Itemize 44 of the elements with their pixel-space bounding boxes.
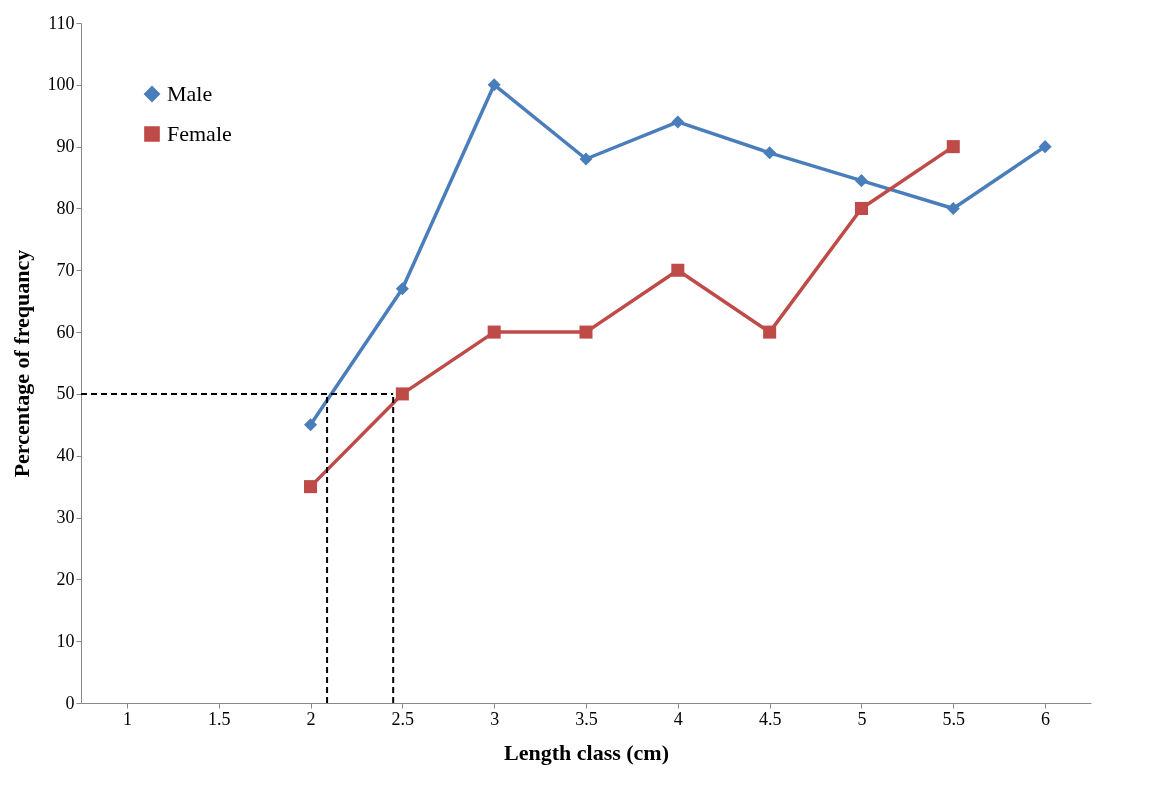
x-tick-label: 1.5 <box>207 708 231 729</box>
x-tick-label: 3.5 <box>575 708 598 729</box>
point <box>854 174 868 188</box>
x-tick-label: 6 <box>1041 708 1051 729</box>
point <box>763 146 777 160</box>
y-tick-label: 20 <box>56 568 75 589</box>
y-tick-label: 0 <box>65 692 75 713</box>
x-tick-label: 2 <box>306 708 316 729</box>
legend-label: Female <box>167 121 232 146</box>
point <box>763 325 777 339</box>
point <box>487 325 501 339</box>
x-tick-label: 3 <box>490 708 500 729</box>
point <box>671 115 685 129</box>
y-tick-label: 100 <box>47 74 75 95</box>
x-tick-label: 4.5 <box>758 708 782 729</box>
y-tick-label: 10 <box>56 630 75 651</box>
x-axis-title: Length class (cm) <box>504 739 669 765</box>
point <box>579 325 593 339</box>
y-tick-label: 30 <box>56 507 75 528</box>
point <box>579 152 593 166</box>
x-tick-label: 1 <box>122 708 132 729</box>
point <box>304 418 318 432</box>
point <box>1038 140 1052 154</box>
point <box>304 480 318 494</box>
point <box>395 282 409 296</box>
point <box>946 140 960 154</box>
y-tick-label: 40 <box>56 445 75 466</box>
x-tick-label: 4 <box>673 708 683 729</box>
legend-label: Male <box>167 81 213 106</box>
point <box>487 78 501 92</box>
y-tick-label: 90 <box>56 136 75 157</box>
point <box>671 263 685 277</box>
y-tick-label: 70 <box>56 259 75 280</box>
point <box>395 387 409 401</box>
y-tick-label: 60 <box>56 321 75 342</box>
y-tick-label: 110 <box>48 12 75 33</box>
point <box>854 201 868 215</box>
x-tick-label: 5.5 <box>942 708 966 729</box>
x-tick-label: 5 <box>857 708 867 729</box>
y-tick-label: 50 <box>56 383 75 404</box>
point <box>946 201 960 215</box>
x-tick-label: 2.5 <box>391 708 415 729</box>
y-tick-label: 80 <box>56 197 75 218</box>
y-axis-title: Percentage of frequancy <box>8 249 34 478</box>
